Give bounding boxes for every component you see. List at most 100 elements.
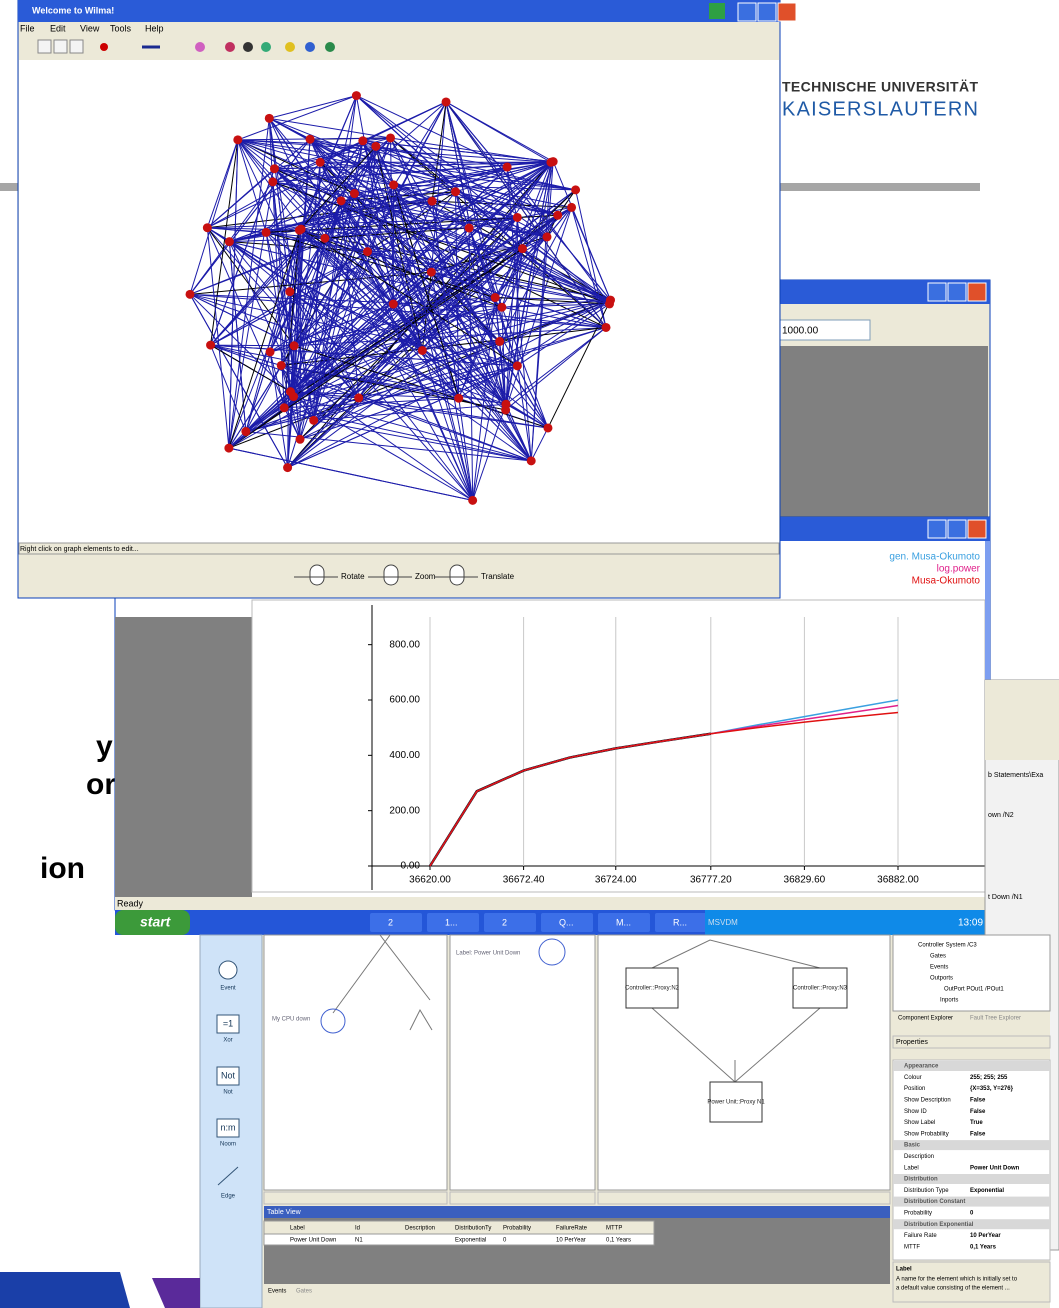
control-label[interactable]: Translate [481,572,515,581]
explorer [892,934,1051,1012]
edge [319,161,470,229]
edge [319,162,474,501]
canvas-panel [449,934,596,1191]
node [315,157,325,167]
edge [293,200,342,346]
toolbar-icon [243,42,253,52]
toolbar-icon [195,42,205,52]
edge [340,200,532,462]
property-name: Show Label [904,1120,935,1126]
tree-item[interactable]: Outports [930,976,953,982]
palette-label[interactable]: Event [220,986,236,992]
task-label[interactable]: M... [616,917,631,927]
task-label[interactable]: 2 [502,917,507,927]
property-section: Basic [904,1143,921,1149]
edge [393,206,572,305]
node [289,392,299,402]
title-bar [18,0,780,22]
edge [289,291,360,399]
edge [393,184,576,191]
node [502,162,512,172]
gray-bar [780,183,980,191]
task-label[interactable]: Q... [559,917,574,927]
toolbar-button [53,39,68,54]
table-header-cell: DistributionTy [455,1226,491,1232]
property-value: 255; 255; 255 [970,1075,1008,1081]
explorer-tab[interactable]: Component Explorer [898,1016,953,1022]
canvas-text: Controller::Proxy:N2 [625,986,680,992]
task-label[interactable]: 2 [388,917,393,927]
event-node [538,938,566,966]
logo-shape [152,1278,200,1308]
edge [299,229,607,328]
explorer-tab[interactable]: Fault Tree Explorer [970,1016,1021,1022]
edge [229,200,342,243]
start-label[interactable]: start [140,914,172,930]
node [206,340,216,350]
edge [319,101,447,163]
task-label[interactable]: 1... [445,917,458,927]
edge [356,95,548,238]
menu-item[interactable]: Help [145,23,164,33]
edge [210,193,355,346]
edge [431,201,474,501]
node [427,196,437,206]
edge [210,344,247,432]
control-label[interactable]: Rotate [341,572,365,581]
edge [289,291,532,462]
edge [300,95,357,230]
edge [189,293,294,397]
line-series [429,711,899,867]
palette-symbol: Not [221,1070,236,1080]
tab[interactable]: Gates [296,1289,312,1295]
section-row [893,1174,1050,1184]
edge [309,138,549,429]
minimize-button [927,282,947,302]
control-label[interactable]: Zoom [415,572,436,581]
edge [422,299,611,351]
task-label[interactable]: R... [673,917,687,927]
edge [228,271,432,449]
properties-title-bar [892,1035,1051,1049]
edge [237,139,267,233]
section-row [893,1140,1050,1151]
menu-item[interactable]: Edit [50,23,66,33]
edge [362,140,554,163]
maximize-button [947,519,967,539]
node [268,177,278,187]
node [571,185,581,195]
edge [445,101,552,163]
palette-label[interactable]: Noom [220,1142,236,1148]
table-cell: 0,1 Years [606,1238,631,1244]
tree-item[interactable]: Gates [930,954,946,960]
tray [705,910,990,935]
menu-item[interactable]: File [20,23,35,33]
node [185,289,195,299]
edge [299,340,500,440]
property-name: Label [904,1165,919,1171]
node [567,202,577,212]
menu-item[interactable]: Tools [110,23,132,33]
menu-item[interactable]: View [80,23,100,33]
tree-item[interactable]: OutPort POut1 /POut1 [944,987,1004,993]
edge [274,168,394,186]
palette-label[interactable]: Xor [223,1038,232,1044]
node [468,495,478,505]
tab-strip [264,1284,890,1298]
edge [393,184,474,501]
tab[interactable]: Events [268,1289,286,1295]
property-name: Colour [904,1075,922,1081]
edge [505,403,532,462]
tree-item[interactable]: Events [930,965,948,971]
node [605,299,615,309]
node [296,224,306,234]
edge [269,95,357,119]
tree-item[interactable]: Inports [940,998,958,1004]
edge [265,231,610,305]
table-cell: Power Unit Down [290,1238,336,1244]
palette-label[interactable]: Not [223,1090,233,1096]
tree-item[interactable]: Controller System /C3 [918,943,977,949]
palette-label[interactable]: Edge [221,1194,236,1200]
toolbar-button [69,39,84,54]
